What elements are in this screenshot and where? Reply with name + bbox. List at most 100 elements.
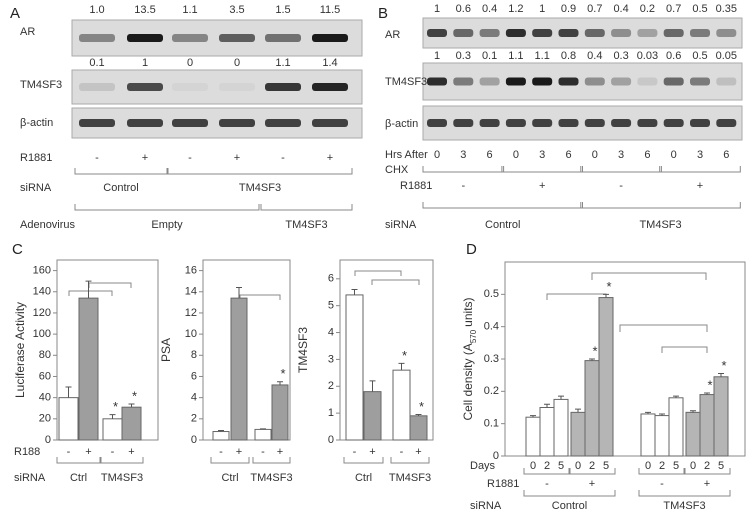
- band: [453, 77, 474, 86]
- bracket: [523, 468, 571, 475]
- band: [663, 77, 684, 86]
- band: [532, 29, 553, 37]
- error-bar: [351, 289, 358, 295]
- bar: [570, 411, 586, 457]
- quantification: 0: [234, 57, 240, 69]
- band: [584, 29, 605, 37]
- x-group-label: +: [704, 478, 710, 490]
- x-tick-label: -: [111, 446, 115, 458]
- band: [637, 77, 658, 86]
- y-tick-label: 10: [185, 328, 197, 340]
- band: [127, 34, 163, 42]
- band: [219, 83, 255, 91]
- bar: [654, 415, 670, 457]
- bracket: [422, 202, 583, 209]
- y-tick-label: 12: [185, 307, 197, 319]
- y-tick-label: 0.1: [484, 418, 499, 430]
- band: [558, 29, 579, 37]
- blot-label: TM4SF3: [20, 79, 62, 91]
- quantification: 0.7: [666, 3, 681, 15]
- row-label: CHX: [385, 164, 409, 176]
- y-tick-label: 0: [328, 434, 334, 446]
- band: [505, 119, 526, 127]
- quantification: 1.1: [508, 50, 523, 62]
- blot-label: β-actin: [20, 117, 53, 129]
- bar: [409, 415, 428, 441]
- quantification: 0.3: [613, 50, 628, 62]
- row-value: TM4SF3: [639, 219, 681, 231]
- bracket: [260, 204, 353, 211]
- quantification: 1: [142, 57, 148, 69]
- y-tick-label: 140: [33, 286, 51, 298]
- quantification: 0.5: [692, 3, 707, 15]
- bracket: [343, 457, 384, 464]
- row-value: 3: [697, 149, 703, 161]
- x-tick-label: 2: [544, 460, 550, 472]
- quantification: 1.1: [535, 50, 550, 62]
- band: [611, 119, 632, 127]
- row-value: -: [188, 152, 192, 164]
- y-tick-label: 2: [191, 413, 197, 425]
- bracket: [390, 457, 430, 464]
- blot: [422, 62, 743, 101]
- band: [611, 29, 632, 37]
- error-bar: [544, 403, 550, 408]
- x-tick-label: 0: [645, 460, 651, 472]
- y-tick-label: 1: [328, 407, 334, 419]
- row-value: 3: [618, 149, 624, 161]
- y-axis-label-text: TM4SF3: [296, 327, 310, 373]
- error-bar: [415, 413, 422, 416]
- error-bar: [673, 395, 679, 398]
- quantification: 0.05: [716, 50, 737, 62]
- y-tick-label: 14: [185, 286, 197, 298]
- band: [219, 34, 255, 42]
- significance-marker: *: [592, 343, 597, 358]
- x-group-label: +: [589, 478, 595, 490]
- x-row-label: R1881: [487, 478, 519, 490]
- error-bar: [659, 413, 665, 416]
- bar: [553, 398, 569, 457]
- quantification: 0.4: [482, 3, 497, 15]
- panel-label: A: [10, 5, 20, 22]
- y-tick-label: 0.2: [484, 385, 499, 397]
- y-tick-label: 100: [33, 328, 51, 340]
- bracket: [56, 457, 101, 464]
- x-tick-label: 0: [575, 460, 581, 472]
- x-tick-label: +: [277, 446, 283, 458]
- bar: [78, 297, 99, 441]
- row-value: Empty: [151, 219, 183, 231]
- row-value: +: [539, 180, 545, 192]
- error-bar: [128, 403, 135, 408]
- bracket: [501, 166, 583, 173]
- bracket: [167, 168, 353, 175]
- band: [427, 77, 447, 86]
- band: [663, 29, 684, 37]
- error-bar: [236, 287, 242, 299]
- x-group-label: -: [660, 478, 664, 490]
- y-tick-label: 0: [45, 434, 51, 446]
- row-value: 0: [513, 149, 519, 161]
- x-group-label: TM4SF3: [250, 472, 292, 484]
- quantification: 0.5: [692, 50, 707, 62]
- y-tick-label: 0: [191, 434, 197, 446]
- y-tick-label: 6: [328, 273, 334, 285]
- row-value: 0: [592, 149, 598, 161]
- blot-label: AR: [20, 26, 35, 38]
- x-tick-label: 5: [558, 460, 564, 472]
- error-bar: [277, 381, 283, 385]
- quantification: 3.5: [229, 4, 244, 16]
- band: [505, 29, 526, 37]
- quantification: 0: [187, 57, 193, 69]
- error-bar: [218, 429, 224, 432]
- row-label: R1881: [20, 152, 52, 164]
- quantification: 0.1: [482, 50, 497, 62]
- x-tick-label: 0: [530, 460, 536, 472]
- x-tick-label: -: [400, 446, 404, 458]
- bracket: [74, 168, 168, 175]
- band: [663, 119, 684, 127]
- x-tick-label: +: [236, 446, 242, 458]
- y-axis-label-text: Luciferase Activity: [13, 302, 27, 398]
- quantification: 11.5: [320, 4, 341, 16]
- y-tick-label: 120: [33, 307, 51, 319]
- quantification: 1.4: [322, 57, 337, 69]
